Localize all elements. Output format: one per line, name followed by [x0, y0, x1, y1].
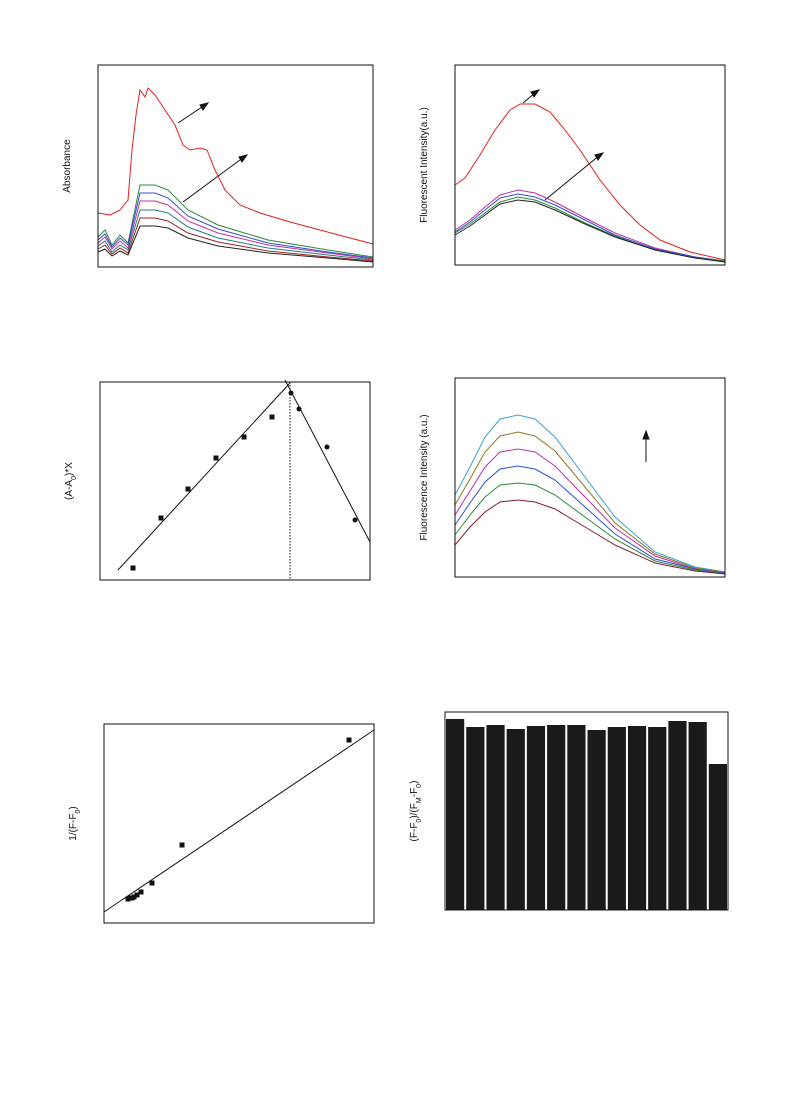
- y-axis-label: (F-F0)/(FM-F0): [409, 781, 423, 842]
- plot: [97, 87, 374, 263]
- bar: [708, 764, 727, 910]
- point: [185, 486, 191, 492]
- bar: [668, 721, 687, 910]
- bar: [648, 727, 667, 910]
- y-axis-label-part: 0: [416, 819, 423, 823]
- plot-frame: [103, 723, 375, 924]
- fit-line: [103, 729, 375, 913]
- arrow: [177, 104, 206, 124]
- point: [158, 515, 164, 521]
- point: [149, 880, 155, 886]
- bar: [627, 726, 647, 910]
- point: [213, 455, 219, 461]
- point: [352, 517, 358, 523]
- plot: [454, 414, 726, 575]
- y-axis-label-part: Fluorescent Intensity(a.u.): [419, 107, 430, 223]
- y-axis-label-part: 0: [416, 784, 423, 788]
- point: [131, 894, 137, 900]
- line: [454, 189, 726, 262]
- point: [241, 434, 247, 440]
- y-axis-label: (A-A0)*X: [64, 462, 78, 500]
- y-axis-label-part: 1/(F-F: [68, 814, 79, 841]
- point: [346, 737, 352, 743]
- line: [454, 193, 726, 262]
- point: [288, 390, 294, 396]
- point: [296, 406, 302, 412]
- line: [97, 209, 374, 261]
- line: [454, 103, 726, 261]
- bar: [486, 725, 505, 910]
- y-axis-label: Fluorescent Intensity(a.u.): [419, 107, 430, 223]
- y-axis-label-part: Fluorescence Intensity (a.u.): [419, 414, 430, 540]
- arrow-head: [238, 154, 249, 163]
- bar: [607, 727, 626, 910]
- plot-frame: [99, 381, 371, 581]
- plot-frame: [444, 711, 729, 911]
- arrow: [182, 156, 245, 203]
- y-axis-label: 1/(F-F0): [68, 806, 82, 840]
- arrow-head: [530, 89, 541, 98]
- fit-line: [117, 382, 291, 571]
- y-axis-label: Fluorescence Intensity (a.u.): [419, 414, 430, 540]
- arrow: [544, 154, 601, 201]
- plot-frame: [454, 377, 726, 578]
- plot-frame: [97, 64, 374, 268]
- y-axis-label-part: (A-A: [64, 480, 75, 500]
- line: [97, 192, 374, 259]
- bar: [446, 719, 465, 910]
- line: [454, 482, 726, 575]
- arrow-head: [594, 152, 605, 161]
- y-axis-label-part: (F-F: [409, 823, 420, 842]
- plot: [446, 719, 727, 910]
- bar: [547, 725, 566, 910]
- line: [97, 200, 374, 260]
- bar: [567, 725, 586, 910]
- y-axis-label-part: -F: [409, 788, 420, 797]
- arrow-head: [199, 102, 210, 111]
- y-axis-label-part: ): [68, 806, 79, 809]
- plot: [103, 729, 375, 913]
- y-axis-label-part: 0: [75, 810, 82, 814]
- arrows: [177, 89, 650, 462]
- bar: [688, 722, 707, 910]
- y-axis-label-part: )/(F: [409, 803, 420, 819]
- point: [130, 565, 136, 571]
- arrow-head: [642, 429, 650, 440]
- y-axis-label-part: )*X: [64, 462, 75, 476]
- plot-frame: [454, 64, 726, 266]
- bar: [466, 727, 485, 910]
- y-axis-label-part: 0: [71, 476, 78, 480]
- line: [97, 225, 374, 263]
- y-axis-label-part: ): [409, 781, 420, 784]
- bar: [526, 726, 546, 910]
- bar: [587, 730, 606, 910]
- line: [454, 448, 726, 574]
- line: [454, 196, 726, 262]
- line: [97, 184, 374, 258]
- line: [454, 499, 726, 575]
- point: [324, 444, 330, 450]
- line: [454, 414, 726, 573]
- y-axis-label: Absorbance: [62, 139, 73, 193]
- point: [138, 889, 144, 895]
- y-axis-label-part: Absorbance: [62, 139, 73, 193]
- point: [179, 842, 185, 848]
- line: [97, 87, 374, 245]
- line: [97, 217, 374, 262]
- y-axis-label-part: M: [416, 797, 423, 803]
- plot: [454, 103, 726, 263]
- point: [134, 892, 140, 898]
- point: [269, 414, 275, 420]
- plot: [117, 379, 371, 580]
- line: [454, 199, 726, 263]
- fit-line: [284, 379, 371, 543]
- line: [454, 431, 726, 573]
- line: [454, 465, 726, 574]
- bar: [506, 729, 525, 910]
